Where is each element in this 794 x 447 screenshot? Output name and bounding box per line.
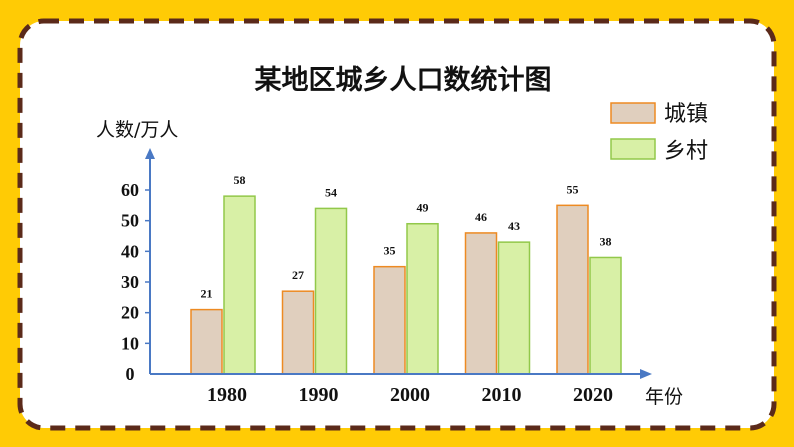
y-axis-ticks: 0 10 20 30 40 50 60 [121, 180, 150, 384]
axes [145, 148, 652, 379]
y-tick-label: 0 [126, 364, 135, 384]
y-axis-label: 人数/万人 [96, 119, 178, 141]
legend-label-urban: 城镇 [664, 102, 708, 127]
data-label-urban-2020: 55 [567, 182, 579, 196]
y-tick-label: 60 [121, 180, 139, 200]
bar-urban-1980 [190, 308, 223, 375]
bar-urban-2000 [373, 265, 406, 375]
data-label-urban-1990: 27 [292, 268, 304, 282]
data-label-urban-1980: 21 [201, 287, 213, 301]
y-tick-label: 30 [121, 272, 139, 292]
y-tick-label: 50 [121, 211, 139, 231]
bar-rural-1980 [223, 195, 256, 375]
bar-rural-1990 [314, 207, 348, 375]
data-label-urban-2010: 46 [475, 210, 487, 224]
legend: 城镇 乡村 [610, 102, 708, 164]
data-label-rural-2000: 49 [417, 201, 429, 215]
x-tick-label: 2010 [482, 384, 522, 406]
bar-rural-2010 [497, 241, 531, 375]
x-tick-label: 2000 [390, 384, 430, 406]
y-tick-label: 40 [121, 241, 139, 261]
legend-swatch-urban [610, 102, 656, 124]
data-label-rural-1980: 58 [234, 173, 246, 187]
legend-label-rural: 乡村 [664, 139, 708, 164]
x-axis-label: 年份 [645, 386, 683, 408]
plot-area: 21 58 27 54 35 49 46 43 55 38 [190, 173, 622, 375]
y-tick-label: 10 [121, 333, 139, 353]
x-tick-label: 2020 [573, 384, 613, 406]
y-tick-label: 20 [121, 303, 139, 323]
x-tick-label: 1980 [207, 384, 247, 406]
bar-rural-2000 [406, 222, 439, 375]
chart-title: 某地区城乡人口数统计图 [255, 64, 552, 96]
x-axis-ticks: 1980 1990 2000 2010 2020 [207, 384, 613, 406]
bar-urban-2020 [556, 204, 589, 375]
legend-swatch-rural [610, 138, 656, 160]
bar-urban-2010 [464, 232, 498, 375]
data-label-rural-1990: 54 [325, 185, 337, 199]
bar-rural-2020 [589, 256, 622, 375]
x-tick-label: 1990 [299, 384, 339, 406]
bar-urban-1990 [281, 290, 315, 375]
data-label-urban-2000: 35 [384, 244, 396, 258]
data-label-rural-2020: 38 [600, 234, 612, 248]
x-axis-arrow [640, 369, 652, 379]
y-axis-arrow [145, 148, 155, 159]
data-label-rural-2010: 43 [508, 219, 520, 233]
